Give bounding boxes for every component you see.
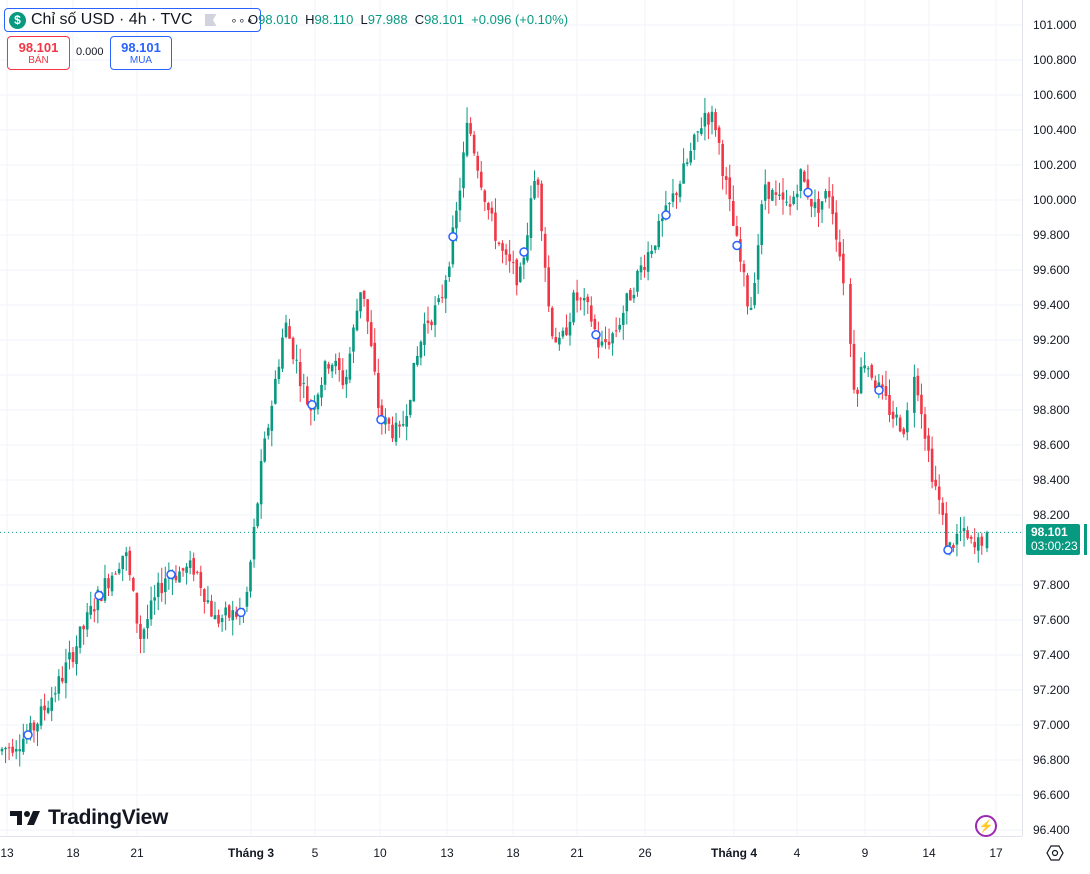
price-tick: 100.000 — [1033, 193, 1077, 207]
time-tick: 10 — [373, 846, 387, 860]
time-tick: 4 — [793, 846, 801, 860]
buy-price: 98.101 — [121, 39, 161, 55]
buy-label: MUA — [129, 54, 153, 66]
price-tick: 100.800 — [1033, 53, 1077, 67]
last-price-value: 98.101 — [1031, 525, 1068, 539]
open-value: 98.010 — [258, 12, 298, 27]
price-tick: 98.400 — [1033, 473, 1070, 487]
price-tick: 100.600 — [1033, 88, 1077, 102]
symbol-title: Chỉ số USD · 4h · TVC — [31, 11, 193, 28]
time-tick: Tháng 3 — [227, 846, 275, 860]
time-tick: 18 — [66, 846, 80, 860]
price-tick: 97.400 — [1033, 648, 1070, 662]
ohlc-values: O98.010 H98.110 L97.988 C98.101 +0.096 (… — [248, 12, 568, 27]
last-price-label: 98.101 03:00:23 — [1026, 524, 1080, 555]
price-tick: 98.600 — [1033, 438, 1070, 452]
close-value: 98.101 — [424, 12, 464, 27]
price-tick: 96.600 — [1033, 788, 1070, 802]
time-axis[interactable]: 13 18 21 Tháng 3 5 10 13 18 21 26 Tháng 4 4 9 14 17 — [0, 836, 1022, 869]
low-label: L — [360, 12, 368, 27]
sell-button[interactable]: 98.101 BÁN — [7, 36, 70, 70]
candlestick-chart[interactable] — [0, 0, 1022, 836]
bar-countdown: 03:00:23 — [1031, 539, 1078, 553]
time-tick: 21 — [130, 846, 144, 860]
flag-icon[interactable] — [204, 14, 217, 26]
high-value: 98.110 — [314, 12, 354, 27]
lightning-icon[interactable]: ⚡ — [975, 815, 997, 837]
time-tick: 17 — [989, 846, 1003, 860]
price-tick: 101.000 — [1033, 18, 1077, 32]
more-icon[interactable]: ∘∘∘ — [230, 14, 255, 27]
open-label: O — [248, 12, 259, 27]
tradingview-logo[interactable]: TradingView — [10, 806, 168, 830]
sell-price: 98.101 — [18, 39, 59, 55]
time-tick: 5 — [311, 846, 319, 860]
price-tick: 99.600 — [1033, 263, 1070, 277]
time-tick: 21 — [570, 846, 584, 860]
price-tick: 100.200 — [1033, 158, 1077, 172]
price-tick: 97.600 — [1033, 613, 1070, 627]
logo-text: TradingView — [48, 806, 169, 829]
price-tick: 98.800 — [1033, 403, 1070, 417]
price-tick: 97.800 — [1033, 578, 1070, 592]
price-tick: 99.800 — [1033, 228, 1070, 242]
settings-icon[interactable] — [1046, 845, 1064, 861]
close-label: C — [414, 12, 425, 27]
time-tick: 14 — [922, 846, 936, 860]
time-tick: 13 — [0, 846, 14, 860]
time-tick: 26 — [638, 846, 652, 860]
price-tick: 96.800 — [1033, 753, 1070, 767]
price-axis[interactable]: 101.000 100.800 100.600 100.400 100.200 100.0… — [1022, 0, 1090, 837]
time-tick: 9 — [861, 846, 869, 860]
price-tick: 97.000 — [1033, 718, 1070, 732]
price-tick: 96.400 — [1033, 823, 1070, 837]
price-tick: 99.200 — [1033, 333, 1070, 347]
time-tick: 13 — [440, 846, 454, 860]
buy-button[interactable]: 98.101 MUA — [110, 36, 172, 70]
time-tick: Tháng 4 — [710, 846, 758, 860]
spread-value: 0.000 — [76, 46, 104, 58]
price-tick: 98.200 — [1033, 508, 1070, 522]
price-tag-edge — [1084, 524, 1087, 555]
price-tick: 100.400 — [1033, 123, 1077, 137]
dollar-icon: $ — [9, 11, 26, 29]
low-value: 97.988 — [367, 12, 408, 27]
tradingview-logo-icon — [10, 811, 40, 825]
sell-label: BÁN — [28, 54, 49, 66]
price-tick: 97.200 — [1033, 683, 1070, 697]
change-value: +0.096 (+0.10%) — [471, 12, 569, 27]
price-tick: 99.000 — [1033, 368, 1070, 382]
price-tick: 99.400 — [1033, 298, 1070, 312]
time-tick: 18 — [506, 846, 520, 860]
symbol-legend[interactable]: $ Chỉ số USD · 4h · TVC ∘∘∘ — [4, 8, 262, 32]
high-label: H — [305, 12, 315, 27]
